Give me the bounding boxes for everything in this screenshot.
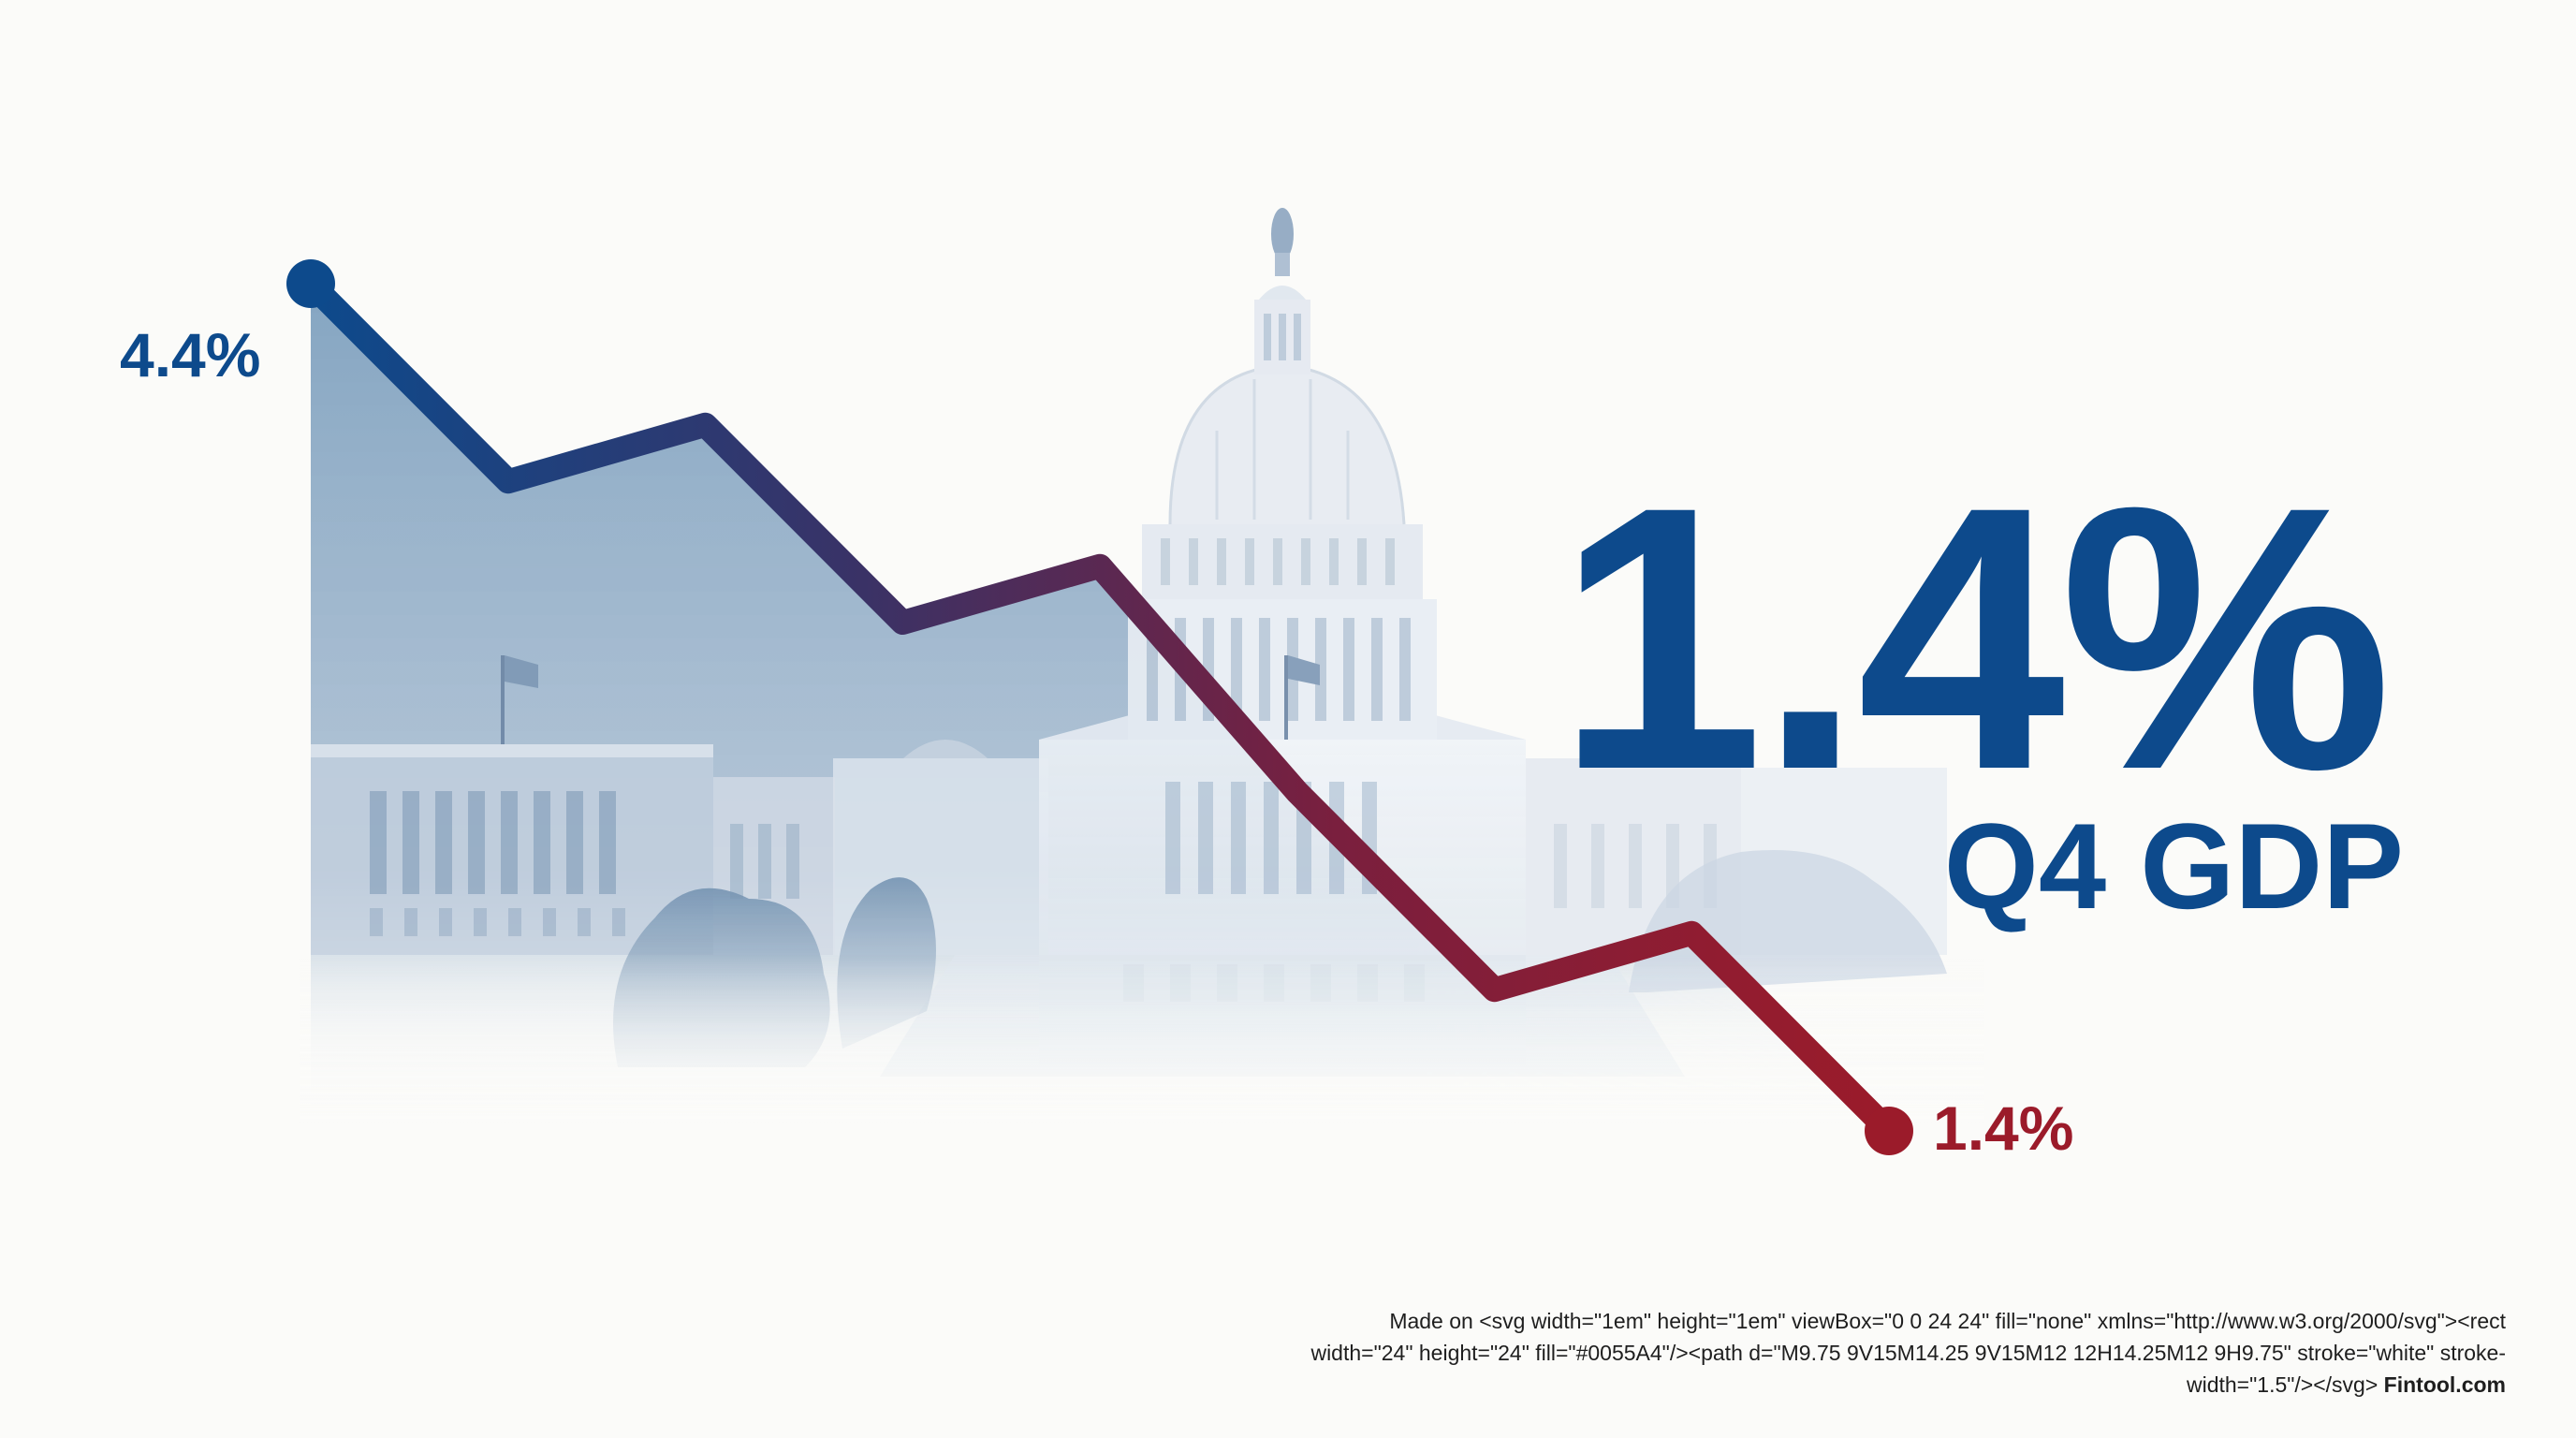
end-value-label: 1.4% <box>1933 1093 2073 1163</box>
footer-attribution: Made on <svg width="1em" height="1em" vi… <box>1289 1305 2506 1401</box>
start-value-label: 4.4% <box>120 320 260 389</box>
headline-gdp-label: Q4 GDP <box>1944 798 2404 934</box>
us-capitol-building-icon <box>300 208 1984 1123</box>
start-point-marker <box>286 259 335 308</box>
footer-made-on-text: Made on <svg width="1em" height="1em" vi… <box>1310 1309 2506 1397</box>
headline-gdp-value: 1.4% <box>1556 429 2387 847</box>
gdp-series-line <box>299 271 1901 1143</box>
end-point-marker <box>1865 1107 1913 1155</box>
footer-brand-link[interactable]: Fintool.com <box>2383 1372 2506 1397</box>
